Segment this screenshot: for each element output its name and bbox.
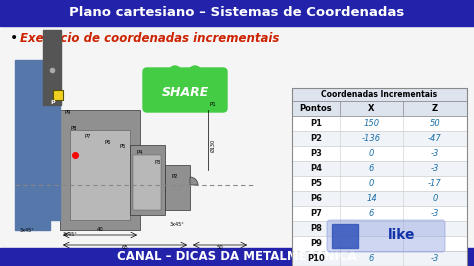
Text: •: • — [10, 31, 18, 45]
Bar — [0, 26, 474, 248]
Text: 0: 0 — [369, 179, 374, 188]
Text: P5: P5 — [120, 144, 127, 149]
Text: 50: 50 — [217, 245, 223, 250]
Text: 50: 50 — [429, 119, 440, 128]
Text: Z: Z — [432, 104, 438, 113]
Text: 14: 14 — [366, 194, 377, 203]
Bar — [133, 155, 161, 210]
Text: like: like — [388, 228, 416, 242]
Text: P3: P3 — [310, 149, 322, 158]
Text: SHARE: SHARE — [161, 85, 209, 98]
Text: -3: -3 — [431, 149, 439, 158]
Text: P6: P6 — [310, 194, 322, 203]
Bar — [165, 165, 190, 210]
Wedge shape — [190, 177, 198, 185]
Text: P9: P9 — [310, 239, 322, 248]
Text: P6: P6 — [105, 139, 111, 144]
Text: P3: P3 — [155, 160, 161, 164]
Text: P: P — [50, 99, 55, 105]
Bar — [292, 176, 467, 191]
Text: P9: P9 — [65, 110, 72, 114]
Bar — [130, 145, 165, 215]
Text: P8: P8 — [71, 126, 78, 131]
Text: -3: -3 — [431, 164, 439, 173]
Text: -47: -47 — [428, 134, 442, 143]
Text: 3x45°: 3x45° — [20, 228, 35, 234]
Text: P7: P7 — [85, 134, 91, 139]
Text: 150: 150 — [364, 119, 380, 128]
Text: 6: 6 — [369, 254, 374, 263]
Bar — [43, 30, 61, 105]
Text: P8: P8 — [310, 224, 322, 233]
Bar — [292, 236, 467, 251]
Bar — [292, 206, 467, 221]
Text: 0: 0 — [432, 194, 438, 203]
Bar — [292, 131, 467, 146]
Text: P1: P1 — [210, 102, 217, 107]
Bar — [292, 161, 467, 176]
Text: P2: P2 — [310, 134, 322, 143]
Text: 6: 6 — [369, 209, 374, 218]
Bar — [70, 130, 130, 220]
Bar — [0, 248, 474, 266]
Wedge shape — [169, 66, 181, 72]
Bar — [53, 90, 63, 100]
Text: Pontos: Pontos — [300, 104, 332, 113]
FancyBboxPatch shape — [143, 68, 227, 112]
Text: -3: -3 — [431, 209, 439, 218]
Bar — [0, 0, 474, 26]
FancyBboxPatch shape — [327, 220, 445, 252]
Bar — [292, 251, 467, 266]
Text: 6: 6 — [369, 164, 374, 173]
Text: P4: P4 — [310, 164, 322, 173]
Text: P5: P5 — [310, 179, 322, 188]
Text: Ø130: Ø130 — [211, 138, 216, 152]
Bar — [332, 224, 358, 248]
Text: P1: P1 — [310, 119, 322, 128]
Text: Coordenadas Incrementais: Coordenadas Incrementais — [321, 90, 438, 99]
Text: X: X — [368, 104, 375, 113]
Text: -136: -136 — [362, 134, 381, 143]
Bar — [292, 221, 467, 236]
Bar — [292, 116, 467, 131]
Text: -3: -3 — [431, 254, 439, 263]
Text: P7: P7 — [310, 209, 322, 218]
Text: 65: 65 — [122, 245, 128, 250]
Bar — [292, 146, 467, 161]
Bar — [292, 88, 467, 266]
Text: Exercício de coordenadas incrementais: Exercício de coordenadas incrementais — [20, 31, 279, 44]
Bar — [292, 101, 467, 116]
Text: -17: -17 — [428, 179, 442, 188]
Bar — [60, 110, 140, 230]
Wedge shape — [189, 66, 201, 72]
Text: P4: P4 — [137, 149, 144, 155]
Text: 3x45°: 3x45° — [170, 222, 185, 227]
Text: Plano cartesiano – Sistemas de Coordenadas: Plano cartesiano – Sistemas de Coordenad… — [69, 6, 405, 19]
Text: 40: 40 — [97, 227, 103, 232]
Text: 0: 0 — [369, 149, 374, 158]
Text: P10: P10 — [307, 254, 325, 263]
Bar — [292, 191, 467, 206]
Text: 3x45°: 3x45° — [63, 232, 78, 238]
Polygon shape — [15, 60, 60, 230]
Text: CANAL – DICAS DA METALMECÂNICA: CANAL – DICAS DA METALMECÂNICA — [117, 251, 357, 264]
Text: P2: P2 — [172, 173, 179, 178]
Bar — [292, 88, 467, 101]
